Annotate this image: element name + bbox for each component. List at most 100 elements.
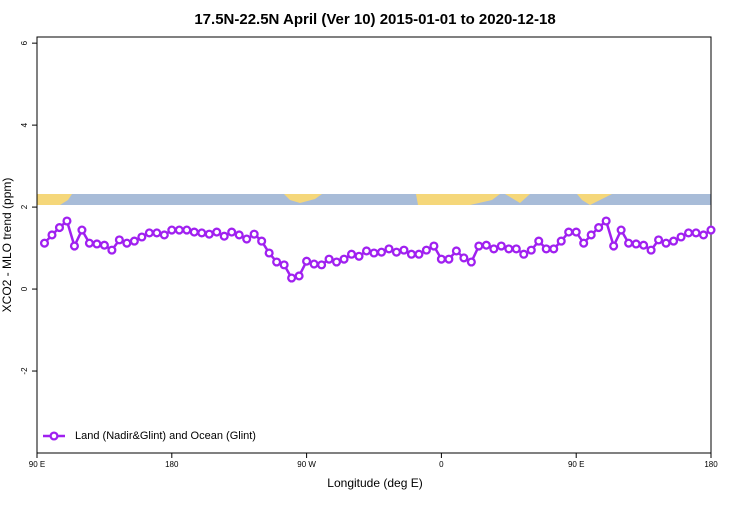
data-point [541,244,551,254]
data-point [586,230,596,240]
data-point [429,241,439,251]
data-point [287,273,297,283]
data-point [197,228,207,238]
data-point [639,240,649,250]
x-tick-label: 90 E [568,460,584,469]
y-tick-label: 4 [20,122,29,127]
data-point [654,235,664,245]
y-tick-label: 2 [20,204,29,209]
data-point [227,227,237,237]
data-point [62,216,72,226]
x-axis-label: Longitude (deg E) [327,476,422,490]
data-point [39,238,50,248]
data-point [414,249,424,259]
data-point [84,238,94,248]
legend-label: Land (Nadir&Glint) and Ocean (Glint) [75,430,256,442]
data-point [511,244,521,254]
x-tick-label: 180 [704,460,718,469]
y-tick-label: 6 [20,40,29,45]
data-point [481,240,491,250]
data-point [182,225,192,235]
data-point [631,239,641,249]
y-axis-label: XCO2 - MLO trend (ppm) [0,178,14,313]
data-point [661,238,671,248]
data-point [242,234,252,244]
data-point [669,236,679,246]
data-point [47,230,57,240]
data-point [324,254,334,264]
data-point [376,247,387,257]
data-point [646,245,656,255]
data-point [698,230,709,240]
chart-title: 17.5N-22.5N April (Ver 10) 2015-01-01 to… [194,11,555,28]
data-point [159,230,169,240]
data-point [496,241,506,251]
x-tick-label: 90 W [297,460,316,469]
data-point [54,223,65,233]
data-point [69,241,79,251]
data-point [384,244,394,254]
data-point [361,246,372,256]
data-point [257,236,267,246]
data-point [249,229,259,239]
data-point [272,257,282,267]
data-point [204,229,214,239]
data-point [346,249,357,259]
data-point [294,271,304,281]
data-point [114,235,124,245]
data-point [152,228,162,238]
data-point [421,245,431,255]
data-point [564,227,574,237]
data-point [451,246,461,256]
data-point [444,254,454,264]
data-point [571,227,581,237]
data-point [406,249,416,259]
y-tick-label: 0 [20,286,29,291]
data-point [519,249,529,259]
data-point [683,228,694,238]
data-point [189,227,199,237]
data-point [601,216,611,226]
legend-marker [49,431,59,441]
data-point [302,256,312,266]
y-tick-label: -2 [20,367,29,375]
data-point [676,232,686,242]
data-point [706,225,716,235]
data-point [594,223,604,233]
plot-frame [36,36,712,454]
data-point [459,253,469,263]
data-point [279,260,289,270]
data-point [489,244,499,254]
data-point [549,244,559,254]
data-point [332,257,342,267]
x-tick-label: 0 [439,460,444,469]
data-point [137,232,147,242]
x-tick-label: 180 [165,460,179,469]
data-point [309,259,319,269]
data-point [174,225,184,235]
data-point [219,231,229,241]
data-point [122,238,132,248]
x-tick-label: 90 E [29,460,45,469]
data-point [99,240,109,250]
data-point [624,238,634,248]
data-point [354,251,364,261]
data-point [579,238,589,248]
data-point [474,241,484,251]
data-point [691,228,701,238]
data-point [264,248,274,258]
data-point [317,260,327,270]
data-point [167,225,177,235]
data-point [534,236,544,246]
data-point [92,239,102,249]
data-point [399,245,409,255]
data-point [129,236,139,246]
map-strip [37,194,711,205]
data-point [609,241,619,251]
data-point [526,245,536,255]
data-point [77,225,87,235]
data-point [234,230,244,240]
data-point [504,244,514,254]
data-point [556,236,566,246]
